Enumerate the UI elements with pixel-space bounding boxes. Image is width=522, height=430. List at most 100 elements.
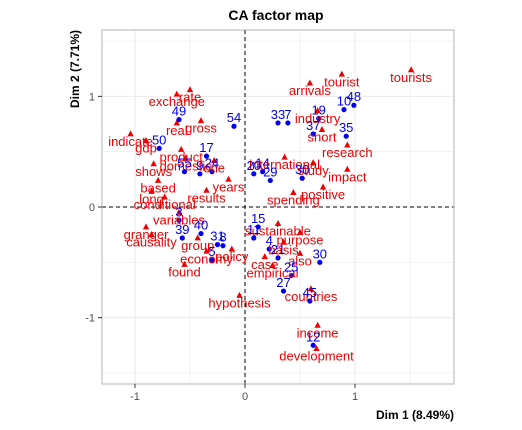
row-point-marker bbox=[209, 169, 215, 175]
column-point-marker bbox=[197, 117, 205, 124]
column-point-marker bbox=[186, 86, 194, 93]
column-point-marker bbox=[280, 238, 287, 245]
row-point-label: 30 bbox=[313, 246, 327, 261]
row-point-label: 35 bbox=[339, 120, 353, 135]
column-point-label: hypothesis bbox=[208, 296, 271, 311]
column-point-marker bbox=[203, 247, 210, 254]
row-point-marker bbox=[231, 123, 237, 129]
x-tick-label: 0 bbox=[242, 391, 248, 403]
row-point-label: 55 bbox=[177, 156, 191, 171]
row-point-label: 27 bbox=[276, 275, 290, 290]
column-point-label: study bbox=[298, 163, 330, 178]
row-point-marker bbox=[260, 169, 266, 175]
row-point-marker bbox=[181, 169, 188, 175]
row-point-marker bbox=[275, 120, 281, 126]
row-point-marker bbox=[197, 171, 203, 177]
column-point-label: conditional bbox=[134, 197, 196, 212]
column-point-label: impact bbox=[328, 169, 367, 184]
column-point-marker bbox=[296, 249, 304, 256]
column-point-marker bbox=[142, 223, 150, 230]
row-point-marker bbox=[285, 120, 291, 126]
row-point-marker bbox=[198, 230, 204, 237]
row-point-marker bbox=[343, 133, 349, 139]
row-point-marker bbox=[179, 235, 185, 241]
column-point-marker bbox=[314, 107, 321, 114]
column-point-label: policy bbox=[215, 249, 249, 264]
row-point-label: 11 bbox=[247, 222, 261, 237]
column-point-marker bbox=[236, 291, 243, 298]
row-point-label: 8 bbox=[219, 230, 226, 245]
y-tick-label: 0 bbox=[89, 202, 95, 214]
column-point-label: spending bbox=[267, 193, 320, 208]
row-point-marker bbox=[255, 224, 261, 230]
row-point-marker bbox=[251, 235, 257, 241]
row-point-label: 25 bbox=[284, 260, 298, 275]
row-point-label: 15 bbox=[251, 211, 265, 226]
column-point-label: real bbox=[166, 123, 188, 138]
row-point-label: 4 bbox=[266, 233, 273, 248]
row-point-label: 12 bbox=[306, 329, 320, 344]
column-point-label: domestic bbox=[160, 158, 213, 173]
column-point-marker bbox=[313, 345, 320, 351]
column-point-label: countries bbox=[285, 289, 338, 304]
row-point-label: 39 bbox=[175, 222, 189, 237]
row-point-marker bbox=[220, 243, 226, 249]
column-point-marker bbox=[181, 260, 188, 267]
row-point-label: 24 bbox=[205, 156, 219, 171]
column-point-label: positive bbox=[301, 187, 345, 202]
column-point-marker bbox=[290, 189, 297, 196]
column-point-marker bbox=[203, 186, 210, 193]
column-point-label: long bbox=[139, 192, 164, 207]
row-point-label: 5 bbox=[208, 244, 215, 259]
column-point-label: exchange bbox=[149, 94, 205, 109]
row-point-marker bbox=[176, 117, 182, 123]
row-point-marker bbox=[288, 272, 294, 279]
row-point-label: 48 bbox=[347, 89, 361, 104]
column-point-label: empirical bbox=[246, 266, 298, 281]
column-point-label: product bbox=[160, 149, 204, 164]
row-point-label: 14 bbox=[255, 156, 269, 171]
row-point-marker bbox=[299, 175, 305, 181]
column-point-marker bbox=[338, 70, 345, 77]
column-point-marker bbox=[318, 125, 326, 132]
column-point-label: gdp bbox=[135, 141, 157, 156]
row-point-marker bbox=[251, 171, 257, 177]
column-point-marker bbox=[225, 175, 232, 182]
column-point-marker bbox=[182, 154, 189, 161]
row-point-label: 54 bbox=[227, 110, 241, 125]
column-point-marker bbox=[274, 219, 282, 226]
column-point-marker bbox=[161, 193, 168, 200]
column-point-label: group bbox=[181, 238, 214, 253]
column-point-marker bbox=[307, 285, 315, 292]
column-point-marker bbox=[150, 160, 157, 167]
column-point-marker bbox=[281, 153, 288, 160]
column-point-marker bbox=[194, 234, 201, 241]
row-point-marker bbox=[351, 102, 357, 108]
row-point-label: 10 bbox=[337, 94, 351, 109]
column-point-marker bbox=[175, 208, 183, 215]
column-point-marker bbox=[306, 79, 314, 86]
column-point-label: causality bbox=[126, 235, 177, 250]
column-point-label: industry bbox=[295, 111, 341, 126]
column-point-label: international bbox=[249, 157, 320, 172]
row-point-label: 3 bbox=[175, 204, 182, 219]
column-point-label: gross bbox=[185, 121, 217, 136]
point-markers bbox=[127, 66, 415, 351]
column-point-label: also bbox=[288, 253, 312, 268]
column-point-label: years bbox=[213, 179, 245, 194]
column-point-label: based bbox=[140, 180, 175, 195]
row-point-marker bbox=[275, 255, 281, 261]
column-point-marker bbox=[344, 165, 351, 172]
row-point-label: 17 bbox=[199, 140, 213, 155]
column-point-marker bbox=[211, 156, 218, 163]
column-point-marker bbox=[142, 137, 150, 144]
column-point-label: short bbox=[308, 130, 337, 145]
x-tick-label: -1 bbox=[130, 391, 140, 403]
row-point-label: 40 bbox=[194, 218, 208, 233]
row-point-marker bbox=[310, 131, 316, 137]
column-point-marker bbox=[173, 119, 180, 126]
row-point-marker bbox=[316, 115, 322, 122]
